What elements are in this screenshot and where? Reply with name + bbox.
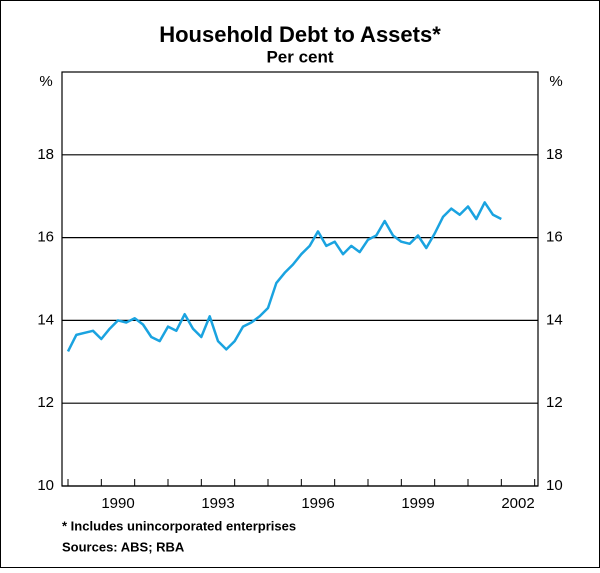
x-tick-label: 1993 — [201, 495, 234, 512]
x-tick-label: 1996 — [301, 495, 334, 512]
y-tick-label-right: 18 — [546, 146, 563, 163]
y-tick-label-right: 12 — [546, 394, 563, 411]
y-tick-label: 10 — [37, 477, 54, 494]
x-tick-label: 1999 — [401, 495, 434, 512]
y-unit-left: % — [39, 73, 52, 90]
x-tick-label: 2002 — [501, 495, 534, 512]
y-tick-label-right: 16 — [546, 229, 563, 246]
y-tick-label-right: 10 — [546, 477, 563, 494]
y-tick-label: 14 — [37, 311, 54, 328]
data-line — [66, 201, 502, 352]
y-tick-label: 12 — [37, 394, 54, 411]
x-tick-label: 1990 — [101, 495, 134, 512]
footnote: * Includes unincorporated enterprises — [62, 518, 296, 533]
source: Sources: ABS; RBA — [62, 539, 185, 554]
chart-title: Household Debt to Assets* — [159, 22, 441, 47]
plot-frame — [61, 71, 539, 487]
y-tick-label-right: 14 — [546, 311, 563, 328]
y-unit-right: % — [549, 73, 562, 90]
y-tick-label: 18 — [37, 146, 54, 163]
chart-subtitle: Per cent — [266, 47, 333, 66]
y-tick-label: 16 — [37, 229, 54, 246]
